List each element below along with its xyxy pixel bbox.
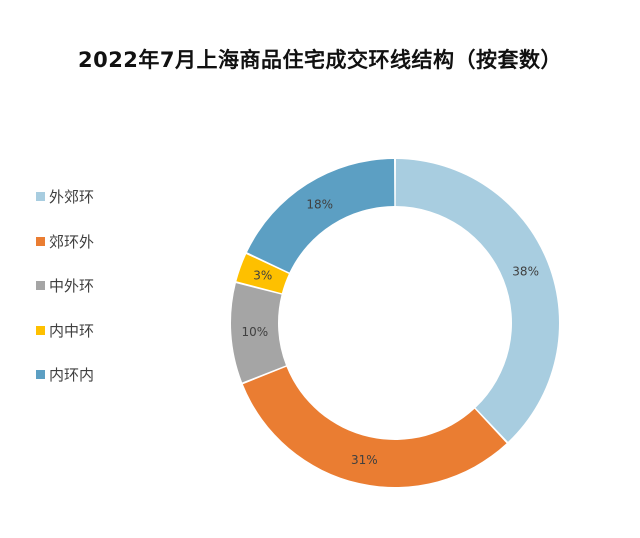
slice-label: 10% bbox=[241, 325, 268, 339]
legend-swatch bbox=[36, 281, 45, 290]
legend-label: 郊环外 bbox=[49, 232, 95, 251]
legend-item: 外郊环 bbox=[36, 186, 94, 207]
chart-title: 2022年7月上海商品住宅成交环线结构（按套数） bbox=[77, 48, 563, 72]
chart-legend: 外郊环郊环外中外环内中环内环内 bbox=[36, 186, 94, 409]
legend-swatch bbox=[36, 370, 45, 379]
slice-label: 18% bbox=[306, 197, 333, 211]
legend-label: 中外环 bbox=[49, 277, 95, 295]
donut-slice bbox=[247, 159, 395, 273]
slice-label: 31% bbox=[351, 453, 378, 467]
slice-label: 3% bbox=[253, 268, 272, 282]
donut-slice bbox=[236, 254, 289, 294]
slice-label: 38% bbox=[512, 264, 539, 278]
legend-label: 内中环 bbox=[49, 321, 95, 340]
legend-item: 中外环 bbox=[36, 275, 94, 296]
legend-swatch bbox=[36, 236, 45, 246]
donut-slice bbox=[242, 366, 507, 487]
donut-slice bbox=[395, 159, 559, 442]
legend-item: 内中环 bbox=[36, 320, 94, 341]
legend-label: 内环内 bbox=[49, 366, 95, 384]
legend-label: 外郊环 bbox=[49, 188, 95, 206]
legend-item: 内环内 bbox=[36, 364, 94, 385]
legend-swatch bbox=[36, 192, 45, 201]
legend-item: 郊环外 bbox=[36, 231, 94, 252]
legend-swatch bbox=[36, 325, 45, 335]
donut-slice bbox=[230, 283, 286, 383]
